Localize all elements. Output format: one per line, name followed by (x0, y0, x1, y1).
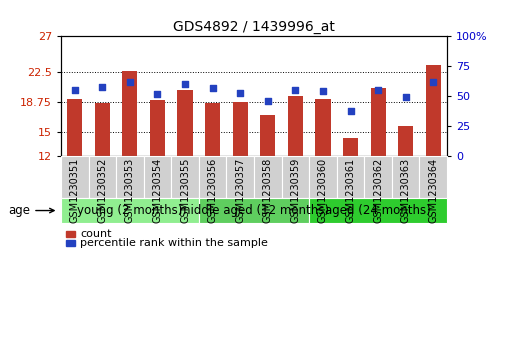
Bar (67, 99, 82, 156)
Point (209, 85, 217, 91)
Bar (150, 100, 165, 156)
Text: count: count (80, 229, 112, 239)
Bar (260, 115, 275, 156)
Point (153, 91, 162, 97)
Bar (122, 71, 138, 156)
Text: GSM1230358: GSM1230358 (263, 158, 273, 223)
Point (291, 87, 299, 93)
Text: aged (24 months): aged (24 months) (325, 204, 431, 217)
Point (98, 84, 106, 90)
Point (126, 79, 134, 85)
Bar (398, 126, 414, 156)
Title: GDS4892 / 1439996_at: GDS4892 / 1439996_at (173, 20, 335, 34)
Text: GSM1230361: GSM1230361 (345, 158, 356, 223)
Text: GSM1230357: GSM1230357 (235, 158, 245, 223)
Bar (370, 88, 386, 156)
Text: GSM1230353: GSM1230353 (125, 158, 135, 223)
Text: GSM1230356: GSM1230356 (208, 158, 217, 223)
Text: GSM1230351: GSM1230351 (70, 158, 80, 223)
Point (319, 89, 327, 94)
Text: age: age (9, 204, 30, 217)
Text: GSM1230362: GSM1230362 (373, 158, 383, 223)
Text: GSM1230354: GSM1230354 (152, 158, 163, 223)
Point (236, 90, 244, 95)
Point (402, 94, 410, 100)
Text: GSM1230363: GSM1230363 (401, 158, 410, 223)
Point (181, 81, 189, 87)
Bar (205, 103, 220, 156)
Bar (426, 65, 441, 156)
Point (264, 98, 272, 104)
Bar (343, 138, 358, 156)
Text: GSM1230364: GSM1230364 (428, 158, 438, 223)
Bar (288, 96, 303, 156)
Text: percentile rank within the sample: percentile rank within the sample (80, 238, 268, 248)
Text: young (2 months): young (2 months) (77, 204, 182, 217)
Text: GSM1230359: GSM1230359 (291, 158, 300, 223)
Point (71, 87, 79, 93)
Bar (315, 99, 331, 156)
Text: GSM1230360: GSM1230360 (318, 158, 328, 223)
Point (374, 87, 382, 93)
Bar (177, 90, 193, 156)
Text: GSM1230352: GSM1230352 (98, 158, 107, 223)
Point (429, 79, 437, 85)
Bar (95, 103, 110, 156)
Text: middle aged (12 months): middle aged (12 months) (179, 204, 329, 217)
Point (346, 108, 355, 114)
Bar (233, 102, 248, 156)
Text: GSM1230355: GSM1230355 (180, 158, 190, 223)
